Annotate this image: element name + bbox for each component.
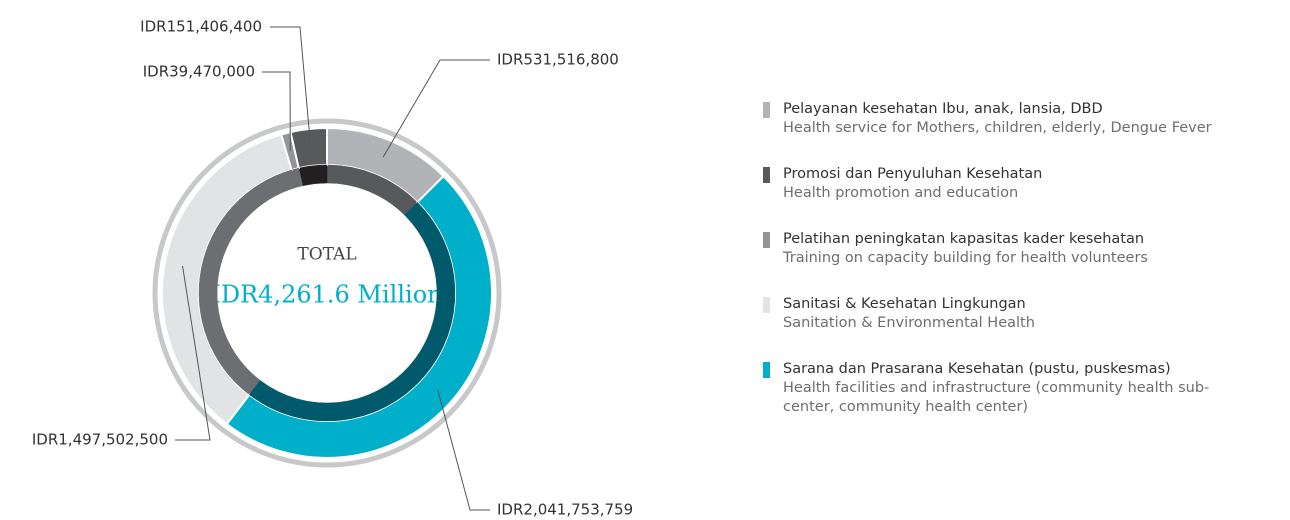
legend-swatch — [763, 232, 770, 248]
leader-line — [270, 26, 312, 147]
legend-swatch — [763, 297, 770, 313]
chart: TOTAL IDR4,261.6 Million IDR531,516,800 I… — [32, 18, 633, 519]
value-label: IDR151,406,400 — [140, 18, 262, 36]
inner-slice — [291, 167, 303, 188]
legend-swatch — [763, 167, 770, 183]
inner-slice — [198, 169, 297, 396]
value-label: IDR2,041,753,759 — [497, 501, 633, 519]
legend-entry: Sarana dan Prasarana Kesehatan (pustu, p… — [763, 360, 1283, 425]
leader-line — [437, 389, 490, 511]
center-title: TOTAL — [297, 245, 356, 265]
legend-sublabel: Health facilities and infrastructure (co… — [783, 380, 1210, 415]
legend-label: Pelayanan kesehatan Ibu, anak, lansia, D… — [783, 101, 1103, 117]
legend-swatch — [763, 102, 770, 118]
legend-entry: Pelatihan peningkatan kapasitas kader ke… — [763, 230, 1283, 295]
value-label: IDR39,470,000 — [143, 63, 255, 81]
value-label: IDR531,516,800 — [497, 51, 619, 69]
legend-label: Sanitasi & Kesehatan Lingkungan — [783, 296, 1026, 312]
legend-sublabel: Training on capacity building for health… — [783, 250, 1148, 266]
value-label: IDR1,497,502,500 — [32, 431, 168, 449]
legend-sublabel: Health service for Mothers, children, el… — [783, 120, 1212, 136]
legend-entry: Sanitasi & Kesehatan Lingkungan Sanitatio… — [763, 295, 1283, 360]
leader-line — [382, 59, 490, 158]
legend-entry: Pelayanan kesehatan Ibu, anak, lansia, D… — [763, 100, 1283, 165]
legend-label: Pelatihan peningkatan kapasitas kader ke… — [783, 231, 1145, 247]
inner-slice — [298, 164, 328, 187]
legend-entry: Promosi dan Penyuluhan Kesehatan Health p… — [763, 165, 1283, 230]
inner-slice — [248, 201, 456, 422]
legend: Pelayanan kesehatan Ibu, anak, lansia, D… — [763, 100, 1283, 425]
center-value: IDR4,261.6 Million — [211, 281, 442, 309]
outer-ring — [152, 118, 502, 468]
legend-swatch — [763, 362, 770, 378]
legend-label: Promosi dan Penyuluhan Kesehatan — [783, 166, 1043, 182]
leader-line — [262, 71, 291, 151]
legend-sublabel: Health promotion and education — [783, 185, 1019, 201]
legend-label: Sarana dan Prasarana Kesehatan (pustu, p… — [783, 361, 1171, 377]
legend-sublabel: Sanitation & Environmental Health — [783, 315, 1035, 331]
leader-line — [175, 265, 211, 441]
